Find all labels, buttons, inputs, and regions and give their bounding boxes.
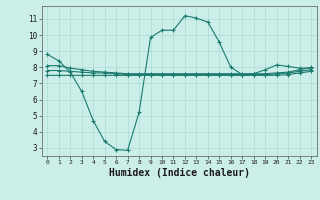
- X-axis label: Humidex (Indice chaleur): Humidex (Indice chaleur): [109, 168, 250, 178]
